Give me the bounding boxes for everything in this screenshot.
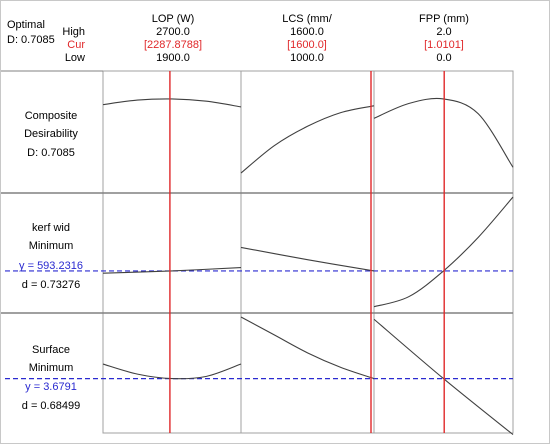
- response-2-line1: Surface: [32, 344, 70, 356]
- response-0-line2: Desirability: [24, 128, 78, 140]
- factor-low-fpp: 0.0: [436, 52, 451, 64]
- factor-cur-fpp: [1.0101]: [424, 39, 464, 51]
- response-curve-r2-c0: [102, 363, 242, 380]
- response-curve-r1-c2: [373, 196, 514, 308]
- factor-name-lop: LOP (W): [152, 13, 195, 25]
- factor-cur-lop: [2287.8788]: [144, 39, 202, 51]
- response-2-line4: d = 0.68499: [22, 400, 80, 412]
- panel-frame-r1-c1: [240, 192, 375, 314]
- factor-high-lop: 2700.0: [156, 26, 190, 38]
- row-label-high: High: [62, 26, 85, 38]
- response-2-line3: y = 3.6791: [25, 381, 77, 393]
- response-0-line1: Composite: [25, 110, 78, 122]
- response-1-line1: kerf wid: [32, 222, 70, 234]
- chart-marks: [1, 70, 514, 436]
- response-0-line3: D: 0.7085: [27, 147, 75, 159]
- factor-low-lcs: 1000.0: [290, 52, 324, 64]
- response-curve-r2-c2: [373, 318, 514, 436]
- row-label-low: Low: [65, 52, 85, 64]
- panel-frame-r2-c0: [102, 312, 242, 434]
- factor-name-lcs: LCS (mm/: [282, 13, 332, 25]
- panel-frame-r2-c2: [373, 312, 514, 434]
- response-1-line4: d = 0.73276: [22, 279, 80, 291]
- row-label-cur: Cur: [67, 39, 85, 51]
- response-curve-r0-c0: [102, 98, 242, 108]
- optimal-label: Optimal: [7, 19, 45, 31]
- response-curve-r0-c1: [240, 105, 375, 174]
- factor-high-fpp: 2.0: [436, 26, 451, 38]
- response-1-line3: y = 593.2316: [19, 260, 83, 272]
- factor-low-lop: 1900.0: [156, 52, 190, 64]
- response-curve-r1-c1: [240, 246, 375, 272]
- panel-frame-r1-c2: [373, 192, 514, 314]
- response-2-line2: Minimum: [29, 362, 74, 374]
- panel-frame-r2-c1: [240, 312, 375, 434]
- factor-name-fpp: FPP (mm): [419, 13, 469, 25]
- panel-frame-r1-c0: [102, 192, 242, 314]
- response-curve-r0-c2: [373, 97, 514, 168]
- panel-frame-r0-c0: [102, 70, 242, 194]
- factor-high-lcs: 1600.0: [290, 26, 324, 38]
- optimal-d-value: D: 0.7085: [7, 34, 55, 46]
- factor-cur-lcs: [1600.0]: [287, 39, 327, 51]
- response-curve-r2-c1: [240, 316, 375, 380]
- response-curve-r1-c0: [102, 267, 242, 274]
- panel-frame-r0-c1: [240, 70, 375, 194]
- response-1-line2: Minimum: [29, 240, 74, 252]
